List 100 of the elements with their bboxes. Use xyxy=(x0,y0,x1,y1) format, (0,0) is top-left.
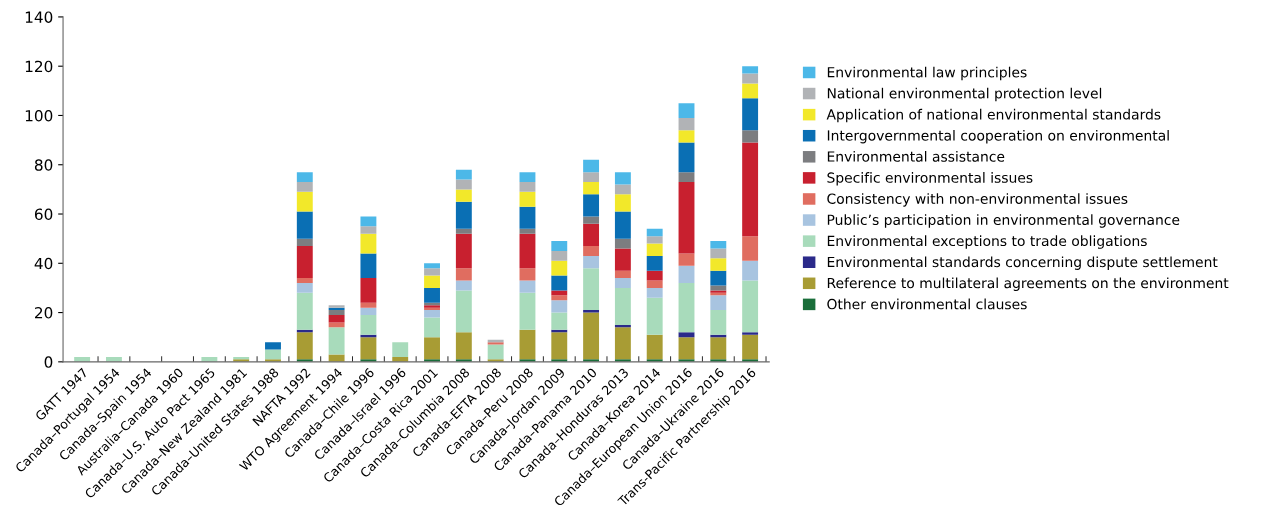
bar xyxy=(360,233,377,254)
bar xyxy=(710,310,727,335)
bar xyxy=(614,248,631,271)
bar xyxy=(392,342,409,357)
bar xyxy=(551,275,568,291)
bar xyxy=(360,307,377,316)
bar xyxy=(519,181,536,192)
bar xyxy=(646,243,663,256)
bar xyxy=(455,268,472,281)
bar xyxy=(519,172,536,182)
bar xyxy=(296,292,313,330)
bar xyxy=(678,142,695,173)
bar xyxy=(328,354,345,362)
bar xyxy=(583,246,600,256)
bar xyxy=(455,179,472,190)
legend-label: Environmental standards concerning dispute settlement xyxy=(827,256,1218,270)
bar xyxy=(519,329,536,360)
bar xyxy=(360,315,377,335)
bar xyxy=(710,285,727,291)
bar xyxy=(296,246,313,279)
bar xyxy=(296,332,313,360)
bar xyxy=(328,322,345,328)
y-tick-label: 20 xyxy=(35,307,53,319)
y-tick-label: 140 xyxy=(25,11,53,23)
bar xyxy=(455,290,472,333)
bar xyxy=(678,253,695,266)
legend-label: Environmental assistance xyxy=(827,151,1005,162)
bar xyxy=(424,317,440,338)
bar xyxy=(614,194,631,212)
bar xyxy=(551,312,568,330)
bar xyxy=(742,142,759,237)
bar xyxy=(296,211,313,239)
y-tick-label: 0 xyxy=(44,356,53,368)
bar xyxy=(519,206,536,229)
bar xyxy=(360,216,377,227)
bar xyxy=(646,236,663,244)
bar xyxy=(424,310,440,318)
bar xyxy=(424,287,440,303)
bar xyxy=(678,332,695,338)
bar xyxy=(678,172,695,182)
bar xyxy=(742,98,759,131)
bar xyxy=(360,226,377,234)
bar xyxy=(678,265,695,283)
bar xyxy=(360,253,377,279)
legend-label: Consistency with non-environmental issues xyxy=(827,193,1128,207)
bar xyxy=(614,238,631,249)
bar xyxy=(614,184,631,195)
bar xyxy=(742,334,759,360)
bar xyxy=(360,278,377,303)
bar xyxy=(742,332,759,335)
bar xyxy=(646,297,663,335)
bar xyxy=(583,255,600,269)
bar xyxy=(583,194,600,217)
bar xyxy=(646,228,663,237)
bar xyxy=(646,287,663,298)
bar xyxy=(551,295,568,301)
bar xyxy=(646,334,663,360)
bar xyxy=(583,159,600,173)
bar xyxy=(551,260,568,276)
bar xyxy=(424,337,440,360)
legend-label: Application of national environmental standards xyxy=(826,108,1161,123)
bar xyxy=(678,117,695,131)
bar xyxy=(265,342,281,350)
bar xyxy=(551,250,568,261)
legend-label: Public’s participation in environmental governance xyxy=(827,214,1180,228)
bar xyxy=(583,268,600,311)
bar xyxy=(519,191,536,207)
bar xyxy=(583,181,600,195)
bar xyxy=(551,241,568,251)
bar xyxy=(646,255,663,271)
bar xyxy=(678,103,695,118)
legend-label: Environmental law principles xyxy=(827,66,1027,81)
bar xyxy=(265,349,281,360)
bar xyxy=(742,130,759,143)
legend-label: National environmental protection level xyxy=(827,87,1102,102)
bar xyxy=(710,248,727,259)
bar xyxy=(678,130,695,143)
bar xyxy=(614,287,631,325)
bar xyxy=(455,169,472,180)
bar xyxy=(742,236,759,261)
bar xyxy=(614,278,631,288)
bar xyxy=(424,275,440,288)
bar xyxy=(296,238,313,247)
bar xyxy=(710,241,727,249)
bar xyxy=(328,315,345,323)
bar xyxy=(646,270,663,281)
bar xyxy=(519,280,536,293)
legend-label: Specific environmental issues xyxy=(827,172,1033,186)
bar xyxy=(583,223,600,247)
y-tick-label: 60 xyxy=(34,208,53,221)
bar xyxy=(328,310,345,316)
bar xyxy=(360,302,377,308)
legend-label: Other environmental clauses xyxy=(827,298,1027,310)
bar xyxy=(742,260,759,281)
bar xyxy=(296,278,313,283)
bar xyxy=(519,228,536,234)
bar xyxy=(296,283,313,293)
bar xyxy=(360,337,377,360)
bar xyxy=(742,83,759,99)
bar xyxy=(583,310,600,313)
